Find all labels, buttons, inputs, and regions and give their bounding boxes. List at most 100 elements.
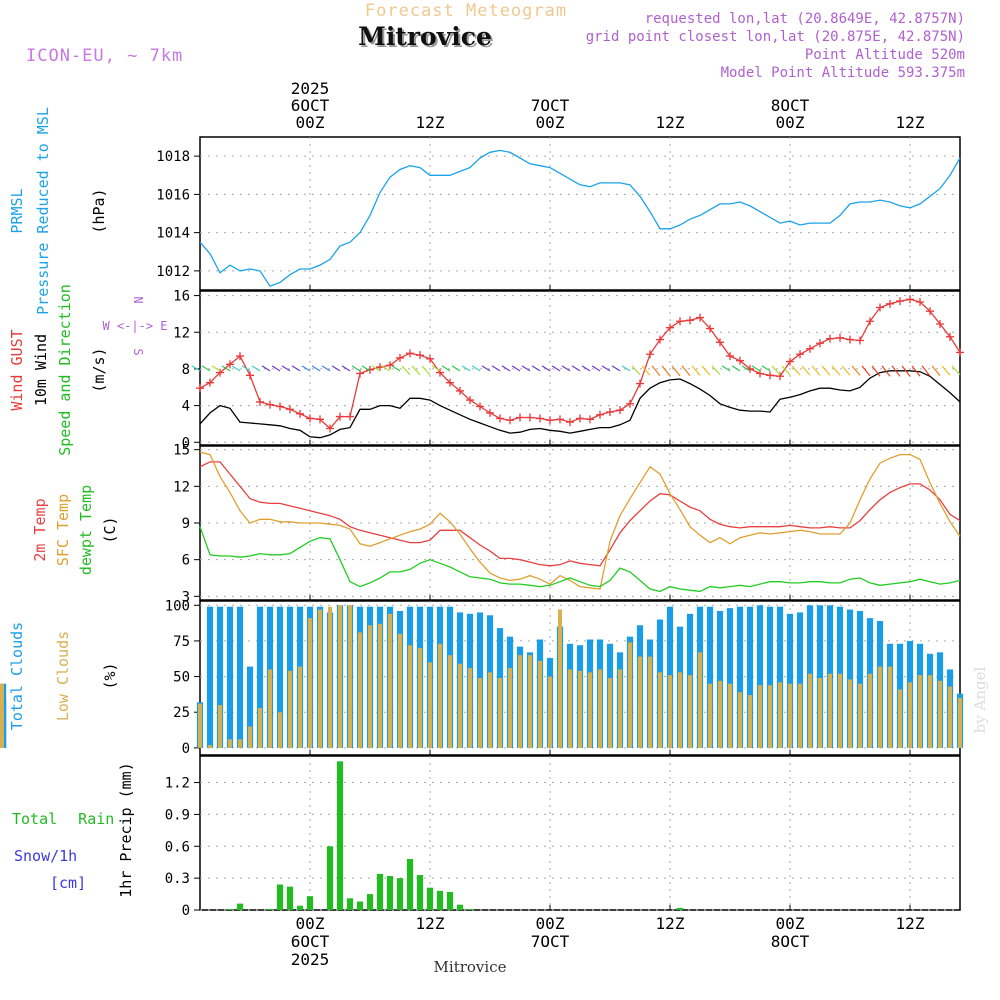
label-prmsl: PRMSL — [8, 188, 26, 233]
bar-low-clouds — [768, 685, 772, 748]
gust-marker — [526, 413, 534, 422]
bar-low-clouds — [548, 676, 552, 748]
bar-low-clouds — [488, 672, 492, 748]
gust-marker — [956, 348, 964, 357]
bar-low-clouds — [268, 669, 272, 748]
bar-total-clouds — [736, 606, 744, 748]
bottom-time-label: 00Z — [776, 914, 805, 933]
bar-total-rain — [356, 901, 364, 910]
station-title: Mitrovice — [360, 24, 494, 53]
gust-marker — [446, 378, 454, 387]
y-tick-label-clouds: 50 — [173, 670, 190, 686]
gridpoint-coords: grid point closest lon,lat (20.875E, 42.… — [586, 29, 965, 45]
label-snow: Snow/1h — [14, 847, 77, 865]
bar-low-clouds — [678, 672, 682, 748]
gust-marker — [906, 295, 914, 304]
bar-low-clouds — [308, 618, 312, 748]
wind-arrow — [761, 365, 771, 372]
bar-low-clouds — [498, 678, 502, 748]
bar-low-clouds — [858, 683, 862, 748]
y-tick-label-precip: 0.9 — [165, 807, 190, 823]
gust-marker — [486, 408, 494, 417]
bottom-time-label: 00Z — [296, 914, 325, 933]
gust-marker — [796, 350, 804, 359]
bar-low-clouds — [658, 672, 662, 748]
gust-marker — [776, 372, 784, 381]
bar-low-clouds — [198, 703, 202, 748]
bottom-time-label: 12Z — [896, 914, 925, 933]
gust-marker — [806, 344, 814, 353]
label-speed-direction: Speed and Direction — [56, 284, 74, 456]
y-tick-label-temperature: 6 — [182, 553, 190, 569]
gust-marker — [496, 414, 504, 423]
gust-marker — [856, 336, 864, 345]
bar-low-clouds — [618, 669, 622, 748]
wind-arrow — [871, 365, 881, 377]
gust-marker — [586, 415, 594, 424]
y-tick-label-temperature: 3 — [182, 589, 190, 605]
y-tick-label-clouds: 75 — [173, 634, 190, 650]
bar-low-clouds — [418, 648, 422, 748]
bar-low-clouds — [468, 668, 472, 748]
gust-marker — [726, 352, 734, 361]
wind-arrow — [601, 365, 611, 372]
gust-marker — [316, 415, 324, 424]
wind-arrow — [741, 365, 751, 372]
wind-arrow — [821, 365, 831, 376]
gust-marker — [666, 323, 674, 332]
gust-marker — [556, 415, 564, 424]
wind-arrow — [661, 365, 671, 377]
y-tick-label-temperature: 9 — [182, 516, 190, 532]
bar-low-clouds — [288, 670, 292, 748]
bar-low-clouds — [208, 745, 212, 748]
bottom-time-label: 12Z — [416, 914, 445, 933]
label-snow-unit: [cm] — [50, 874, 86, 892]
gust-marker — [826, 334, 834, 343]
top-time-label: 12Z — [896, 113, 925, 132]
bar-total-rain — [346, 898, 354, 910]
bar-low-clouds — [218, 705, 222, 748]
bar-total-clouds — [226, 606, 234, 748]
wind-arrow — [561, 365, 571, 372]
bar-low-clouds — [508, 668, 512, 748]
bar-low-clouds — [528, 655, 532, 748]
bar-total-rain — [226, 908, 234, 910]
gust-marker — [656, 335, 664, 344]
bar-low-clouds — [918, 675, 922, 748]
y-tick-label-wind: 0 — [182, 435, 190, 451]
bar-low-clouds — [798, 683, 802, 748]
wind-arrow — [441, 365, 451, 372]
wind-arrow — [211, 365, 221, 372]
compass-s: S — [131, 348, 145, 355]
bar-total-rain — [236, 903, 244, 910]
bar-total-rain — [406, 859, 414, 910]
bar-low-clouds — [0, 683, 4, 748]
bar-low-clouds — [868, 673, 872, 748]
gust-marker — [336, 412, 344, 421]
bar-low-clouds — [778, 682, 782, 748]
station-title-front: Mitrovice — [358, 22, 492, 51]
bar-total-clouds — [756, 605, 764, 748]
wind-arrow — [271, 365, 281, 372]
point-altitude: Point Altitude 520m — [805, 47, 965, 63]
bar-low-clouds — [458, 663, 462, 748]
y-tick-label-precip: 0 — [182, 903, 190, 919]
bar-total-clouds — [726, 608, 734, 748]
wind-arrow — [301, 365, 311, 372]
gust-marker — [426, 354, 434, 363]
label-low-clouds: Low Clouds — [54, 631, 72, 721]
wind-arrow — [951, 365, 961, 376]
wind-arrow — [911, 365, 921, 377]
wind-arrow — [501, 365, 511, 372]
y-tick-label-precip: 0.3 — [165, 871, 190, 887]
gust-marker — [606, 408, 614, 416]
bar-low-clouds — [348, 605, 352, 748]
bar-total-rain — [366, 894, 374, 910]
y-tick-label-precip: 1.2 — [165, 776, 190, 792]
wind-arrow — [341, 365, 351, 372]
bar-total-clouds — [776, 606, 784, 748]
gust-marker — [376, 363, 384, 372]
gust-marker — [706, 324, 714, 333]
gust-marker — [276, 402, 284, 411]
wind-arrow — [641, 365, 651, 376]
